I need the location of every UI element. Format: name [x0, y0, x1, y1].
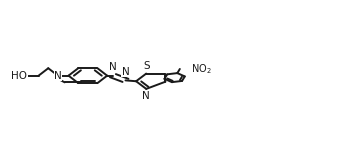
- Text: N: N: [121, 67, 130, 77]
- Text: N: N: [143, 91, 150, 101]
- Text: HO: HO: [11, 71, 27, 81]
- Text: N: N: [54, 71, 62, 81]
- Text: S: S: [143, 61, 150, 71]
- Text: N: N: [109, 62, 117, 72]
- Text: NO$_2$: NO$_2$: [191, 62, 212, 76]
